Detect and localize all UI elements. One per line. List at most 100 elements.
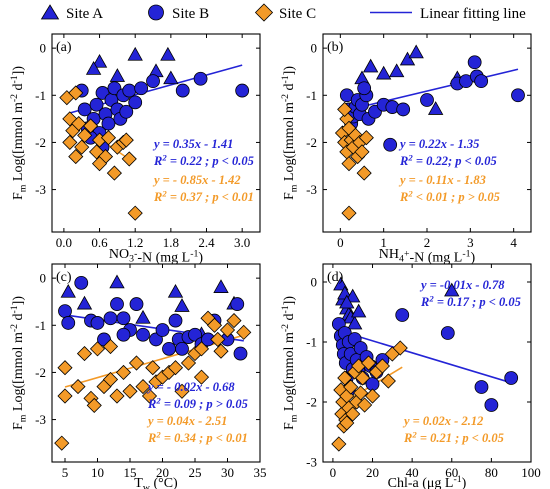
- data-point-site-b: [129, 297, 144, 311]
- plot-frame-a: [51, 33, 261, 233]
- data-point-site-c: [356, 165, 372, 181]
- y-tick-label-b: -1: [306, 88, 317, 103]
- y-tick-label-d: 0: [311, 275, 318, 290]
- x-tick-label-d: 0: [330, 465, 337, 480]
- fit-stats-orange-a: R2 = 0.37 ; p < 0.01: [153, 189, 254, 204]
- x-tick-label-c: 15: [124, 465, 137, 480]
- data-point-site-c: [341, 205, 357, 221]
- x-tick-label-a: 0.0: [56, 235, 72, 250]
- x-tick-label-c: 25: [189, 465, 202, 480]
- data-point-site-b: [396, 102, 411, 117]
- x-tick-label-b: 3: [467, 235, 474, 250]
- data-point-site-a: [399, 51, 416, 66]
- y-tick-label-b: -2: [306, 135, 317, 150]
- data-point-site-a: [345, 288, 361, 303]
- panel-c: 5 10 15 20 25 30 35 0 -1 -2 -3 (c) Tw (°C) Fm Log(…: [9, 263, 267, 489]
- data-point-site-c: [115, 364, 132, 380]
- data-point-site-c: [109, 388, 125, 404]
- points-d: [331, 276, 519, 452]
- x-tick-label-a: 3.0: [234, 235, 250, 250]
- y-tick-label-b: 0: [311, 41, 318, 56]
- x-tick-label-c: 20: [156, 465, 169, 480]
- x-tick-label-a: 0.6: [91, 235, 108, 250]
- data-point-site-c: [341, 156, 357, 172]
- y-tick-label-a: -3: [35, 182, 46, 197]
- data-point-site-a: [60, 283, 76, 298]
- data-point-site-c: [91, 156, 108, 172]
- data-point-site-b: [175, 83, 190, 98]
- data-point-site-b: [146, 74, 160, 89]
- data-point-site-c: [68, 149, 84, 165]
- fit-line-blue-b: [344, 68, 519, 112]
- data-point-site-b: [440, 326, 455, 340]
- y-tick-label-c: -2: [35, 365, 46, 380]
- data-point-site-a: [388, 63, 405, 78]
- data-point-site-c: [345, 406, 361, 422]
- panel-label-a: (a): [56, 40, 72, 55]
- data-point-site-b: [119, 104, 134, 119]
- data-point-site-b: [467, 55, 482, 70]
- data-point-site-c: [374, 358, 390, 374]
- data-point-site-c: [167, 360, 184, 376]
- panel-label-c: (c): [56, 270, 72, 285]
- x-tick-label-c: 30: [221, 465, 234, 480]
- fit-eq-orange-d: y = 0.02x - 2.12: [402, 414, 483, 428]
- legend-marker-site-a: [40, 4, 60, 20]
- x-tick-label-b: 1: [380, 235, 387, 250]
- ticks-a: 0.0 0.6 1.2 1.8 2.4 3.0 0 -1 -2 -3: [35, 34, 260, 250]
- data-point-site-c: [392, 340, 408, 356]
- y-tick-label-a: -2: [35, 135, 46, 150]
- data-point-site-c: [76, 346, 93, 362]
- data-point-site-c: [206, 317, 223, 333]
- y-tick-label-c: 0: [40, 271, 47, 286]
- data-point-site-b: [90, 316, 105, 330]
- data-point-site-c: [193, 369, 210, 385]
- panel-d: 0 20 40 60 80 100 0 -1 -2 -3 (d) Chl-a (μg L-1) F…: [280, 263, 541, 489]
- points-a: [59, 46, 250, 221]
- data-point-site-c: [57, 360, 73, 376]
- y-tick-label-a: -1: [35, 88, 46, 103]
- data-point-site-b: [122, 83, 137, 98]
- x-axis-label-b: NH4+-N (mg L-1): [379, 247, 476, 266]
- data-point-site-c: [226, 313, 242, 329]
- data-point-site-c: [236, 324, 252, 340]
- data-point-site-b: [128, 95, 143, 110]
- data-point-site-a: [350, 303, 367, 318]
- x-tick-label-b: 4: [510, 235, 517, 250]
- fit-line-orange-c: [64, 334, 244, 388]
- data-point-site-c: [89, 341, 106, 357]
- y-tick-label-a: 0: [40, 41, 47, 56]
- y-axis-label-b: Fm Log([mmol m-2 d-1]): [280, 66, 299, 200]
- data-point-site-c: [68, 85, 84, 101]
- data-point-site-c: [331, 436, 347, 452]
- data-point-site-b: [89, 97, 104, 112]
- data-point-site-c: [77, 127, 93, 143]
- data-point-site-c: [337, 370, 353, 386]
- x-tick-label-c: 10: [91, 465, 104, 480]
- data-point-site-c: [86, 397, 102, 413]
- data-point-site-b: [233, 346, 248, 361]
- fit-eq-blue-b: y = 0.22x - 1.35: [398, 137, 479, 151]
- ticks-d: 0 20 40 60 80 100 0 -1 -2 -3: [306, 264, 541, 480]
- data-point-site-a: [339, 294, 355, 309]
- data-point-site-c: [54, 435, 70, 451]
- data-point-site-b: [193, 71, 208, 86]
- data-point-site-c: [337, 101, 353, 117]
- data-point-site-c: [135, 379, 151, 395]
- panel-a: 0.0 0.6 1.2 1.8 2.4 3.0 0 -1 -2 -3 (a) NO3--N (mg…: [9, 33, 261, 266]
- fit-stats-blue-a: R2 = 0.22 ; p < 0.05: [153, 153, 254, 168]
- panel-b: 0 1 2 3 4 0 -1 -2 -3 (b) NH4+-N (mg L-1) Fm Log(…: [280, 33, 532, 266]
- data-point-site-c: [62, 134, 78, 150]
- data-point-site-c: [354, 144, 370, 160]
- fit-eq-blue-a: y = 0.35x - 1.41: [152, 137, 233, 151]
- x-tick-label-a: 1.2: [127, 235, 143, 250]
- data-point-site-b: [101, 116, 116, 131]
- ticks-c: 5 10 15 20 25 30 35 0 -1 -2 -3: [35, 264, 267, 480]
- y-tick-label-d: -2: [306, 395, 317, 410]
- x-axis-label-d: Chl-a (μg L-1): [388, 474, 467, 489]
- legend-marker-site-b: [148, 4, 164, 21]
- fit-annotation-d: y = -0.01x - 0.78 R2 = 0.17 ; p < 0.05 y…: [402, 278, 521, 445]
- data-point-site-a: [127, 46, 143, 61]
- x-tick-label-c: 35: [254, 465, 267, 480]
- data-point-site-c: [357, 397, 373, 413]
